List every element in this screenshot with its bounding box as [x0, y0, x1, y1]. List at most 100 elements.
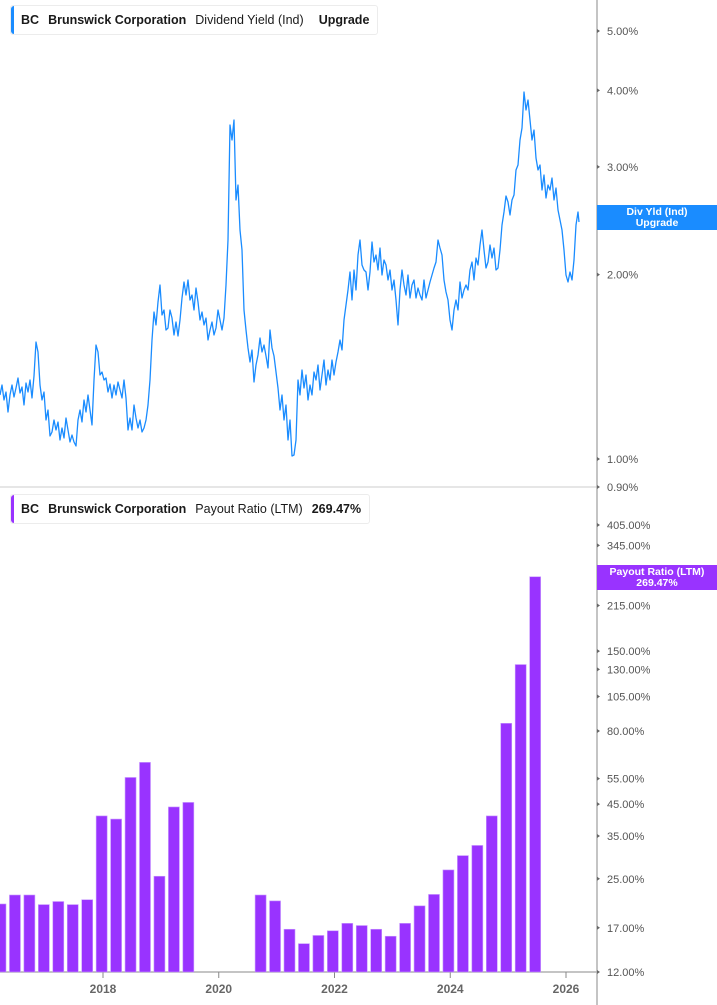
x-tick-label: 2020: [205, 982, 232, 996]
dividend-yield-legend[interactable]: BC Brunswick Corporation Dividend Yield …: [10, 5, 379, 35]
payout-bar[interactable]: [139, 762, 151, 973]
tick-mark: [597, 523, 600, 527]
legend-value: 269.47%: [311, 502, 362, 516]
tick-mark: [597, 925, 600, 930]
y-tick-label: 215.00%: [607, 600, 651, 612]
payout-bar[interactable]: [52, 901, 65, 973]
payout-bar[interactable]: [529, 576, 541, 973]
payout-bar[interactable]: [0, 903, 7, 973]
payout-bar[interactable]: [254, 894, 267, 973]
tick-mark: [597, 876, 600, 881]
payout-bar[interactable]: [471, 845, 484, 973]
tick-mark: [597, 272, 600, 277]
x-axis-ticks: 2018 2020 2022 2024 2026: [90, 972, 580, 996]
payout-bar[interactable]: [370, 928, 383, 973]
tick-mark: [597, 776, 600, 781]
y-tick-label: 0.90%: [607, 482, 638, 494]
payout-bar[interactable]: [110, 818, 122, 973]
payout-bar[interactable]: [66, 904, 79, 973]
payout-bar[interactable]: [95, 815, 108, 973]
tick-mark: [597, 729, 600, 734]
tick-mark: [597, 164, 600, 169]
payout-bar[interactable]: [341, 923, 354, 973]
y-tick-label: 405.00%: [607, 520, 651, 532]
dividend-yield-line[interactable]: [0, 91, 580, 457]
payout-bar[interactable]: [38, 904, 50, 973]
x-tick-label: 2018: [90, 982, 117, 996]
y-tick-label: 17.00%: [607, 923, 645, 935]
y-tick-label: 35.00%: [607, 831, 645, 843]
series-color-stripe: [11, 495, 14, 523]
tick-mark: [597, 457, 600, 461]
payout-bar[interactable]: [355, 925, 368, 973]
payout-bar[interactable]: [500, 723, 513, 973]
y-tick-label: 105.00%: [607, 691, 651, 703]
payout-bar[interactable]: [457, 855, 469, 973]
payout-bar[interactable]: [23, 894, 36, 973]
tick-mark: [597, 88, 600, 93]
tick-mark: [597, 694, 600, 699]
flag-value: Upgrade: [635, 217, 679, 229]
y-tick-label: 150.00%: [607, 646, 651, 658]
legend-metric: Payout Ratio (LTM): [195, 502, 303, 516]
tick-mark: [597, 603, 600, 608]
y-tick-label: 345.00%: [607, 540, 651, 552]
y-tick-label: 45.00%: [607, 799, 645, 811]
tick-mark: [597, 29, 600, 33]
payout-bar[interactable]: [413, 905, 426, 973]
tick-mark: [597, 485, 600, 490]
payout-bar[interactable]: [81, 899, 93, 973]
series-color-stripe: [11, 6, 14, 34]
payout-ratio-flag: Payout Ratio (LTM) 269.47%: [597, 565, 717, 590]
y-tick-label: 4.00%: [607, 85, 638, 97]
flag-value: 269.47%: [636, 577, 678, 589]
payout-bar[interactable]: [153, 875, 166, 973]
tick-mark: [597, 970, 600, 974]
dividend-yield-flag: Div Yld (Ind) Upgrade: [597, 205, 717, 230]
legend-value-upgrade[interactable]: Upgrade: [318, 13, 370, 27]
payout-bar[interactable]: [384, 935, 397, 973]
payout-bar[interactable]: [298, 943, 310, 973]
payout-bar[interactable]: [124, 777, 137, 973]
payout-bar[interactable]: [312, 935, 325, 973]
x-tick-label: 2022: [321, 982, 348, 996]
payout-bar[interactable]: [399, 923, 411, 973]
y-tick-label: 5.00%: [607, 26, 638, 38]
tick-mark: [597, 543, 600, 548]
x-tick-label: 2024: [437, 982, 464, 996]
payout-bar[interactable]: [269, 900, 281, 973]
flag-label: Payout Ratio (LTM): [609, 566, 705, 578]
legend-company: Brunswick Corporation: [48, 502, 187, 516]
payout-bar[interactable]: [485, 815, 498, 973]
y-tick-label: 130.00%: [607, 664, 651, 676]
x-tick-label: 2026: [553, 982, 580, 996]
payout-bar[interactable]: [9, 894, 21, 973]
tick-mark: [597, 802, 600, 807]
payout-bar[interactable]: [514, 664, 527, 973]
y-tick-label: 1.00%: [607, 454, 638, 466]
legend-metric: Dividend Yield (Ind): [195, 13, 304, 27]
tick-mark: [597, 667, 600, 672]
payout-ratio-legend[interactable]: BC Brunswick Corporation Payout Ratio (L…: [10, 494, 371, 524]
y-tick-label: 25.00%: [607, 874, 645, 886]
legend-company: Brunswick Corporation: [48, 13, 187, 27]
flag-label: Div Yld (Ind): [626, 206, 688, 218]
payout-bar[interactable]: [428, 894, 440, 973]
payout-ratio-bars: [0, 576, 541, 973]
y-tick-label: 3.00%: [607, 162, 638, 174]
bottom-y-axis-ticks: 405.00% 345.00% 215.00% 150.00% 130.00% 105.0…: [597, 520, 651, 979]
payout-bar[interactable]: [168, 806, 180, 973]
legend-ticker: BC: [21, 502, 40, 516]
payout-bar[interactable]: [327, 930, 339, 973]
y-tick-label: 80.00%: [607, 726, 645, 738]
tick-mark: [597, 649, 600, 654]
tick-mark: [597, 834, 600, 839]
payout-bar[interactable]: [442, 869, 455, 973]
y-tick-label: 55.00%: [607, 774, 645, 786]
y-tick-label: 12.00%: [607, 967, 645, 979]
y-tick-label: 2.00%: [607, 270, 638, 282]
payout-bar[interactable]: [182, 802, 195, 973]
payout-bar[interactable]: [283, 928, 296, 973]
legend-ticker: BC: [21, 13, 40, 27]
